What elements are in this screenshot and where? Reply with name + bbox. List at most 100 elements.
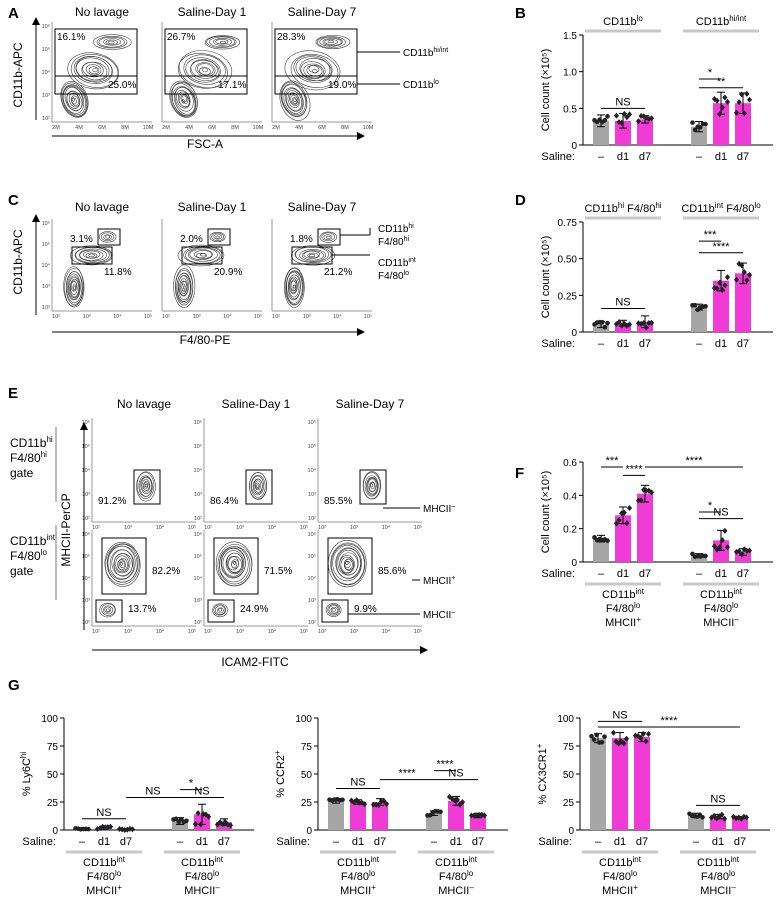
bar [691, 307, 707, 332]
y-axis-label: % Ly6Chi [19, 752, 33, 797]
contour-line [115, 555, 129, 573]
flow-x-tick: 10⁵ [300, 524, 308, 531]
data-point [94, 825, 101, 832]
data-point [719, 287, 725, 294]
row-label: CD11bint [10, 533, 56, 548]
contour-line [79, 249, 104, 261]
contour-line [93, 34, 132, 50]
data-point [739, 91, 745, 98]
data-point [736, 99, 742, 106]
data-point [736, 260, 742, 267]
label-base: F4/80 [704, 603, 732, 615]
contour-line [111, 549, 134, 577]
x-tick-label: – [79, 836, 86, 848]
contour-line [363, 472, 381, 500]
flow-y-tick: 10⁶ [82, 531, 90, 538]
significance-label: NS [713, 507, 728, 519]
contour-line [99, 602, 116, 618]
contour-line [327, 604, 341, 616]
contour-line [293, 284, 296, 289]
flow-x-tick: 10² [318, 525, 326, 531]
label-base: F4/80 [341, 871, 369, 883]
label-superscript: int [635, 587, 644, 596]
gate-box [359, 469, 387, 505]
contour-line [316, 36, 346, 48]
label-superscript: int [468, 855, 477, 864]
data-point [643, 114, 649, 121]
flow-y-tick: 10³ [308, 492, 316, 498]
data-point [449, 795, 455, 802]
data-point [643, 738, 649, 745]
group-header-part: F4/80 [723, 203, 754, 215]
contour-line [227, 556, 242, 574]
group-footer-label: F4/80lo [701, 869, 736, 883]
contour-line [141, 479, 151, 493]
group-footer-label: F4/80lo [87, 869, 122, 883]
group-footer-label: MHCII– [438, 883, 474, 897]
x-tick-label: d7 [636, 836, 648, 848]
y-tick-label: 0.2 [563, 525, 577, 536]
gate-lower-box [164, 75, 248, 95]
contour-line [175, 269, 194, 306]
contour-line [219, 546, 249, 583]
data-point [746, 96, 753, 103]
row-label: gate [10, 466, 34, 480]
contour-line [209, 36, 236, 48]
contour-line [176, 272, 192, 302]
data-point [721, 815, 728, 822]
x-tick-label: d1 [715, 568, 727, 580]
panel-letter-B: B [515, 5, 526, 22]
data-point [624, 520, 630, 527]
label-superscript: hi [408, 223, 414, 230]
group-footer-label: CD11bint [435, 855, 478, 869]
gate-hi-box [317, 228, 341, 246]
bar [691, 555, 707, 562]
contour-line [328, 605, 339, 615]
data-point [351, 799, 357, 806]
significance-label: **** [712, 241, 730, 253]
gate-label-hi: F4/80hi [378, 236, 409, 248]
contour-line [345, 561, 349, 565]
data-point [722, 527, 728, 534]
flow-column-title: No lavage [117, 397, 171, 411]
data-point [198, 821, 204, 828]
data-point [638, 112, 644, 119]
contour-line [222, 550, 245, 577]
data-point [719, 537, 725, 544]
data-point [733, 109, 740, 116]
contour-line [256, 484, 259, 489]
y-tick-label: 0 [306, 826, 312, 837]
data-point [610, 729, 617, 736]
flow-y-tick: 10³ [42, 93, 50, 99]
gate-lower-box [54, 75, 138, 95]
x-tick-label: d7 [737, 151, 749, 163]
contour-line [136, 472, 155, 499]
contour-line [330, 606, 338, 614]
data-point [227, 822, 234, 829]
significance-label: NS [710, 793, 725, 805]
flow-x-tick: 10³ [124, 525, 132, 531]
x-tick-label: – [333, 836, 340, 848]
label-base: MHCII [340, 885, 371, 897]
data-point [340, 797, 345, 803]
flow-x-tick: 10⁵ [414, 524, 422, 531]
label-base: Cell count (×10⁵) [540, 49, 552, 132]
contour-line [107, 40, 115, 44]
label-base: MHCII [700, 885, 731, 897]
y-axis-label: Cell count (×10⁵) [540, 471, 552, 554]
label-base: CD11b [378, 258, 409, 269]
flow-y-tick: 10² [194, 516, 202, 522]
data-point [724, 274, 731, 281]
saline-label: Saline: [22, 836, 56, 848]
contour-line [82, 61, 104, 78]
panel-letter-G: G [8, 677, 20, 694]
flow-x-tick: 10⁵ [144, 313, 152, 320]
x-tick-label: – [693, 836, 700, 848]
data-point [711, 812, 717, 819]
flow-y-tick: 10⁶ [308, 419, 316, 426]
contour-line [142, 481, 150, 492]
flow-x-tick: 10³ [350, 629, 358, 635]
contour-line [226, 552, 243, 573]
label-superscript: int [46, 533, 55, 542]
